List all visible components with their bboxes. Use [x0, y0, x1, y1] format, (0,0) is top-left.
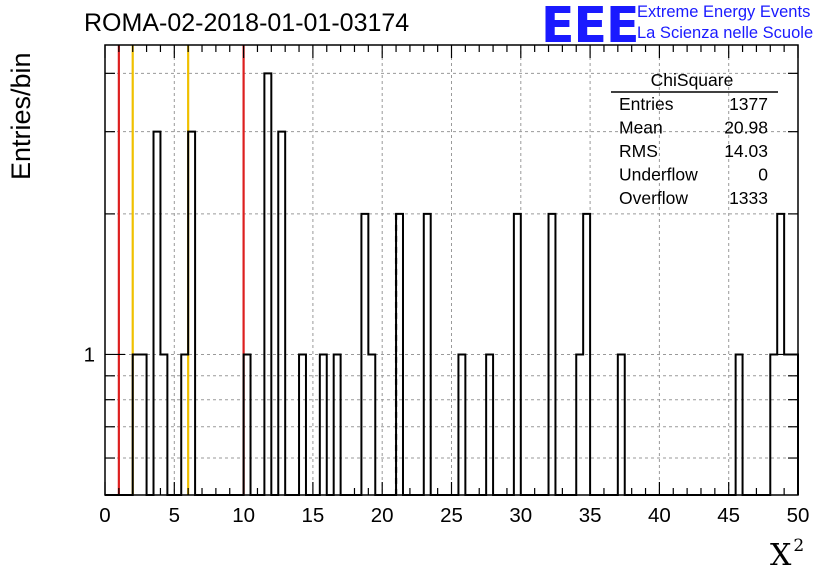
stats-row-label: Entries — [619, 94, 674, 114]
histogram-bin — [361, 214, 368, 495]
histogram-bin — [791, 354, 798, 495]
stats-row-value: 14.03 — [724, 141, 768, 161]
histogram-bin — [784, 354, 791, 495]
grid — [105, 45, 798, 495]
x-axis-label-base: X — [770, 538, 792, 573]
stats-row-label: Overflow — [619, 188, 688, 208]
stats-row-value: 1333 — [729, 188, 768, 208]
eee-logo: EEE — [541, 0, 639, 54]
axis-ticks: 0 5 10 15 20 25 30 35 40 45 50 1 — [84, 45, 810, 527]
x-tick-label: 5 — [169, 504, 180, 527]
histogram-bin — [424, 214, 431, 495]
stats-row-label: RMS — [619, 141, 658, 161]
stats-row-label: Mean — [619, 118, 663, 138]
histogram-bin — [299, 354, 306, 495]
histogram-bin — [244, 354, 251, 495]
histogram-bin — [368, 354, 375, 495]
x-tick-label: 0 — [99, 504, 110, 527]
histogram-bin — [576, 354, 583, 495]
x-tick-label: 45 — [717, 504, 740, 527]
histogram-bin — [133, 354, 140, 495]
x-axis-label-sup: 2 — [793, 536, 805, 556]
x-tick-label: 35 — [579, 504, 602, 527]
histogram-bin — [583, 214, 590, 495]
x-tick-label: 15 — [301, 504, 324, 527]
histogram-bin — [777, 214, 784, 495]
histogram-bin — [458, 354, 465, 495]
histogram-bin — [736, 354, 743, 495]
stats-row-value: 1377 — [729, 94, 768, 114]
histogram-bin — [320, 354, 327, 495]
histogram-bin — [549, 214, 556, 495]
histogram-bin — [618, 354, 625, 495]
histogram-bin — [770, 354, 777, 495]
histogram-bin — [334, 354, 341, 495]
histogram-bin — [181, 354, 188, 495]
chart-title: ROMA-02-2018-01-01-03174 — [84, 9, 410, 37]
stats-row-label: Underflow — [619, 165, 698, 185]
stats-title: ChiSquare — [651, 70, 734, 90]
histogram-bin — [154, 132, 161, 495]
histogram-bin — [160, 354, 167, 495]
histogram-bin — [140, 354, 147, 495]
x-tick-label: 25 — [440, 504, 463, 527]
histogram-bin — [264, 73, 271, 495]
x-tick-label: 30 — [509, 504, 532, 527]
x-tick-label: 50 — [787, 504, 810, 527]
logo-line-2: La Scienza nelle Scuole — [637, 24, 814, 42]
histogram-bin — [486, 354, 493, 495]
stats-row-value: 0 — [758, 165, 768, 185]
x-tick-label: 10 — [232, 504, 255, 527]
histogram-bin — [278, 132, 285, 495]
histogram-bin — [396, 214, 403, 495]
x-tick-label: 20 — [371, 504, 394, 527]
stats-row-value: 20.98 — [724, 118, 768, 138]
x-tick-label: 40 — [648, 504, 671, 527]
y-tick-label: 1 — [84, 343, 95, 366]
stats-box: ChiSquare Entries 1377 Mean 20.98 RMS 14.03 Un… — [611, 70, 778, 208]
logo-line-1: Extreme Energy Events — [637, 3, 811, 21]
histogram-bin — [188, 132, 195, 495]
histogram-bin — [514, 214, 521, 495]
